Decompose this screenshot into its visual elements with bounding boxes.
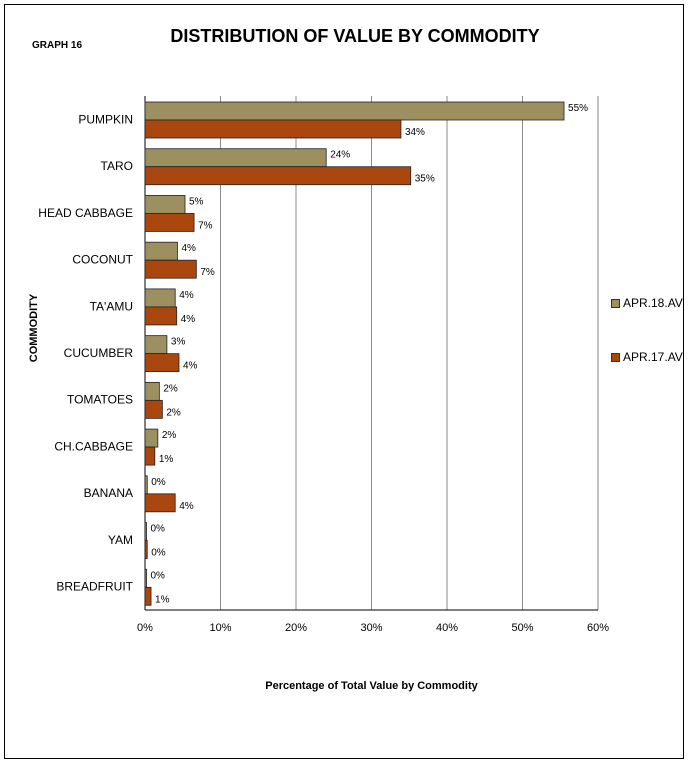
data-label: 0% bbox=[151, 524, 166, 535]
bar-apr18 bbox=[144, 522, 147, 541]
bar-apr18 bbox=[144, 568, 147, 588]
data-label: 3% bbox=[171, 337, 186, 348]
legend-label-apr18: APR.18.AV bbox=[623, 296, 683, 310]
data-label: 2% bbox=[166, 407, 181, 418]
bar-apr17 bbox=[144, 540, 148, 559]
data-label: 34% bbox=[405, 127, 425, 138]
x-tick-label: 50% bbox=[511, 622, 533, 634]
bar-apr17 bbox=[144, 493, 176, 513]
bar-apr17 bbox=[144, 586, 152, 606]
bar-apr18 bbox=[144, 148, 327, 168]
data-label: 5% bbox=[189, 196, 204, 207]
data-label: 2% bbox=[163, 383, 178, 394]
data-label: 0% bbox=[151, 548, 166, 559]
x-tick-label: 60% bbox=[587, 622, 609, 634]
data-label: 4% bbox=[179, 290, 194, 301]
bar-apr18 bbox=[144, 381, 160, 401]
bar-apr17 bbox=[144, 259, 197, 279]
data-label: 35% bbox=[415, 174, 435, 185]
legend-item-apr17: APR.17.AV bbox=[611, 350, 683, 364]
bar-apr17 bbox=[144, 119, 402, 139]
data-label: 7% bbox=[200, 267, 215, 278]
bar-apr17 bbox=[144, 446, 156, 466]
data-label: 2% bbox=[162, 430, 177, 441]
legend-item-apr18: APR.18.AV bbox=[611, 296, 683, 310]
x-tick-label: 0% bbox=[137, 622, 153, 634]
category-label: COCONUT bbox=[72, 253, 133, 267]
data-label: 0% bbox=[151, 570, 166, 581]
category-label: TARO bbox=[101, 159, 133, 173]
bar-apr18 bbox=[144, 101, 565, 121]
data-label: 24% bbox=[330, 150, 350, 161]
category-label: BREADFRUIT bbox=[56, 580, 133, 594]
bar-apr18 bbox=[144, 241, 178, 261]
bar-apr18 bbox=[144, 195, 186, 214]
chart-title: DISTRIBUTION OF VALUE BY COMMODITY bbox=[170, 26, 540, 46]
category-label: BANANA bbox=[84, 486, 133, 500]
graph-number-label: GRAPH 16 bbox=[32, 40, 83, 51]
legend-label-apr17: APR.17.AV bbox=[623, 350, 683, 364]
category-label: CUCUMBER bbox=[64, 346, 134, 360]
data-label: 1% bbox=[155, 594, 170, 605]
category-label: TA'AMU bbox=[90, 299, 133, 313]
bar-apr18 bbox=[144, 335, 168, 355]
data-label: 0% bbox=[151, 477, 166, 488]
bar-apr17 bbox=[144, 306, 178, 326]
bar-apr18 bbox=[144, 428, 159, 448]
legend-swatch-apr17 bbox=[611, 352, 620, 362]
bar-apr17 bbox=[144, 399, 163, 419]
bar-apr17 bbox=[144, 166, 412, 186]
category-label: TOMATOES bbox=[67, 393, 133, 407]
data-label: 4% bbox=[179, 501, 194, 512]
category-label: HEAD CABBAGE bbox=[38, 206, 133, 220]
bar-apr18 bbox=[144, 288, 176, 308]
legend-swatch-apr18 bbox=[611, 298, 620, 308]
data-label: 4% bbox=[183, 361, 198, 372]
x-tick-label: 30% bbox=[360, 622, 382, 634]
category-label: PUMPKIN bbox=[78, 112, 133, 126]
data-label: 55% bbox=[568, 103, 588, 114]
category-label: CH.CABBAGE bbox=[54, 439, 133, 453]
x-axis-label: Percentage of Total Value by Commodity bbox=[265, 680, 478, 692]
bar-apr18 bbox=[144, 475, 148, 495]
data-label: 4% bbox=[181, 243, 196, 254]
data-label: 7% bbox=[198, 220, 213, 231]
data-label: 4% bbox=[181, 314, 196, 325]
data-label: 1% bbox=[159, 454, 174, 465]
x-tick-label: 20% bbox=[285, 622, 307, 634]
bar-apr17 bbox=[144, 213, 195, 232]
category-label: YAM bbox=[108, 533, 133, 547]
x-tick-label: 40% bbox=[436, 622, 458, 634]
bar-apr17 bbox=[144, 353, 180, 373]
x-tick-label: 10% bbox=[209, 622, 231, 634]
